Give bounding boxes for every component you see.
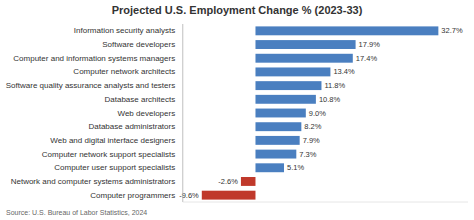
category-label: Computer programmers (90, 191, 175, 200)
source-note: Source: U.S. Bureau of Labor Statistics,… (6, 209, 147, 216)
data-label: 7.3% (299, 150, 316, 159)
bar (255, 122, 301, 131)
bar (255, 163, 284, 172)
data-label: 32.7% (441, 26, 463, 35)
bar (202, 191, 256, 200)
category-label: Computer and information systems manager… (13, 54, 175, 63)
category-label: Database administrators (88, 122, 175, 131)
bar (255, 95, 315, 104)
data-label: 10.8% (319, 95, 341, 104)
bar (241, 177, 256, 186)
y-axis-line (182, 24, 183, 202)
category-label: Network and computer systems administrat… (11, 177, 176, 186)
bar (255, 81, 321, 90)
bar (255, 150, 296, 159)
data-label: 17.9% (359, 40, 381, 49)
data-label: 13.4% (333, 67, 355, 76)
category-label: Computer network architects (73, 67, 175, 76)
bar (255, 40, 355, 49)
chart: Projected U.S. Employment Change % (2023… (0, 0, 474, 220)
background (0, 0, 474, 220)
data-label: 11.8% (324, 81, 345, 90)
category-label: Computer user support specialists (54, 163, 175, 172)
data-label: -9.6% (179, 191, 199, 200)
data-label: 5.1% (287, 163, 304, 172)
data-label: 17.4% (356, 54, 378, 63)
bars (202, 26, 439, 199)
data-label: 8.2% (304, 122, 321, 131)
category-label: Information security analysts (74, 26, 175, 35)
category-label: Web and digital interface designers (50, 136, 175, 145)
x-axis-line (183, 202, 468, 203)
bar (255, 67, 330, 76)
category-label: Software developers (102, 40, 175, 49)
data-label: -2.6% (218, 177, 238, 186)
bar (255, 26, 438, 35)
bar (255, 136, 299, 145)
category-label: Web developers (118, 109, 176, 118)
bar (255, 54, 352, 63)
category-label: Software quality assurance analysts and … (6, 81, 175, 90)
category-label: Database architects (104, 95, 175, 104)
bar (255, 109, 305, 118)
category-label: Computer network support specialists (42, 150, 175, 159)
data-label: 7.9% (303, 136, 320, 145)
title: Projected U.S. Employment Change % (2023… (112, 4, 363, 16)
data-label: 9.0% (309, 109, 326, 118)
